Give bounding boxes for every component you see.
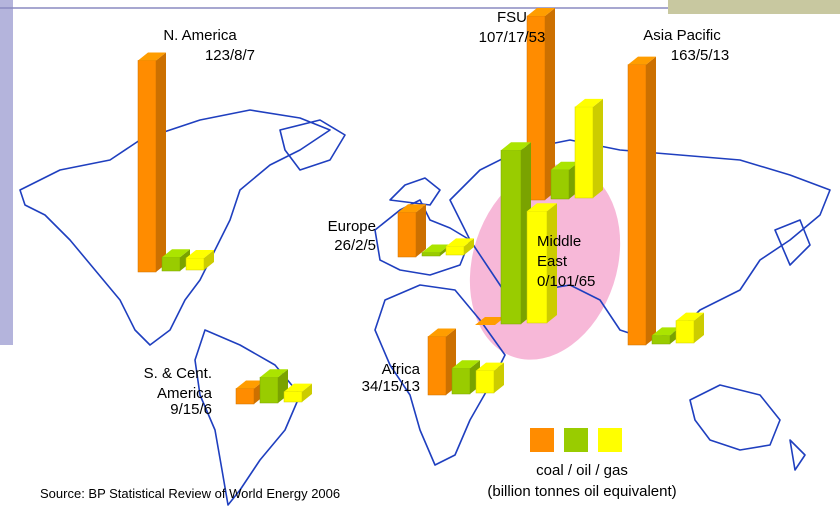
bar-top (186, 249, 214, 258)
bar-side (547, 203, 557, 323)
bar-front (421, 252, 441, 257)
region-name: Middle (537, 233, 581, 250)
region-name: Asia Pacific (643, 27, 721, 44)
bar-top (501, 142, 531, 151)
bar-front (550, 169, 570, 200)
side-band (0, 0, 13, 345)
bar-side (416, 204, 426, 257)
bar-top (284, 383, 312, 392)
bar-side (156, 52, 166, 272)
bar-top (446, 238, 474, 247)
region-name: America (157, 385, 213, 402)
bar-side (545, 7, 555, 200)
region-name: FSU (497, 9, 527, 26)
legend-swatch (598, 428, 622, 452)
bar-front (627, 64, 647, 346)
bar-front (185, 257, 205, 271)
bar-front (445, 246, 465, 256)
bar (397, 204, 426, 258)
bar-top (138, 52, 166, 61)
bar-top (236, 380, 264, 389)
bar-top (628, 56, 656, 65)
bar-front (137, 60, 157, 273)
bar-top (475, 317, 505, 325)
legend-swatch (564, 428, 588, 452)
bar-front (161, 256, 181, 272)
bar (185, 249, 214, 271)
bar-front (475, 370, 495, 394)
region-values: 26/2/5 (334, 237, 376, 254)
bar (161, 249, 190, 272)
bar-side (494, 362, 504, 393)
bar-side (694, 312, 704, 343)
bar (500, 142, 531, 325)
region-values: 123/8/7 (205, 47, 255, 64)
bar (526, 7, 555, 201)
bar (526, 203, 557, 324)
bar-top (551, 161, 579, 170)
region-values: 34/15/13 (362, 378, 420, 395)
region-name: East (537, 253, 568, 270)
legend-swatch (530, 428, 554, 452)
source-note: Source: BP Statistical Review of World E… (40, 486, 340, 501)
bar (627, 56, 656, 346)
bar-front (451, 367, 471, 395)
bar-top (260, 369, 288, 378)
bar-side (646, 56, 656, 345)
bar-side (204, 249, 214, 270)
region-name: Africa (382, 361, 421, 378)
bar-top (676, 312, 704, 321)
bar (445, 238, 474, 256)
bar-front (675, 320, 695, 344)
bar-front (651, 335, 671, 345)
bar (675, 312, 704, 344)
legend-units: (billion tonnes oil equivalent) (487, 483, 676, 500)
bar-top (527, 203, 557, 212)
bar-side (180, 249, 190, 271)
bar-front (235, 388, 255, 405)
bar-top (452, 360, 480, 369)
bar-front (427, 336, 447, 396)
region-values: 9/15/6 (170, 401, 212, 418)
top-band (668, 0, 840, 14)
bar-top (422, 244, 450, 253)
region-values: 0/101/65 (537, 273, 595, 290)
bar-side (464, 238, 474, 255)
bar-front (259, 376, 279, 404)
bar-top (428, 328, 456, 337)
region-name: N. America (163, 27, 237, 44)
bar-front (500, 150, 522, 325)
bar (574, 98, 603, 199)
bar-top (398, 204, 426, 213)
bar (283, 383, 312, 403)
bar-top (575, 98, 603, 107)
bar-top (652, 327, 680, 336)
bar (451, 360, 480, 395)
world-map (19, 109, 831, 506)
region-values: 107/17/53 (479, 29, 546, 46)
bar (137, 52, 166, 273)
bar-front (574, 106, 594, 199)
bar (475, 317, 505, 325)
bar-top (162, 249, 190, 258)
bar (475, 362, 504, 394)
bar-front (397, 212, 417, 258)
bar-side (593, 98, 603, 198)
region-name: Europe (328, 218, 376, 235)
bar-top (476, 362, 504, 371)
region-values: 163/5/13 (671, 47, 729, 64)
bar-top (527, 7, 555, 16)
region-name: S. & Cent. (144, 365, 212, 382)
bar-front (283, 391, 303, 403)
legend-label: coal / oil / gas (536, 462, 628, 479)
bar-side (302, 383, 312, 402)
